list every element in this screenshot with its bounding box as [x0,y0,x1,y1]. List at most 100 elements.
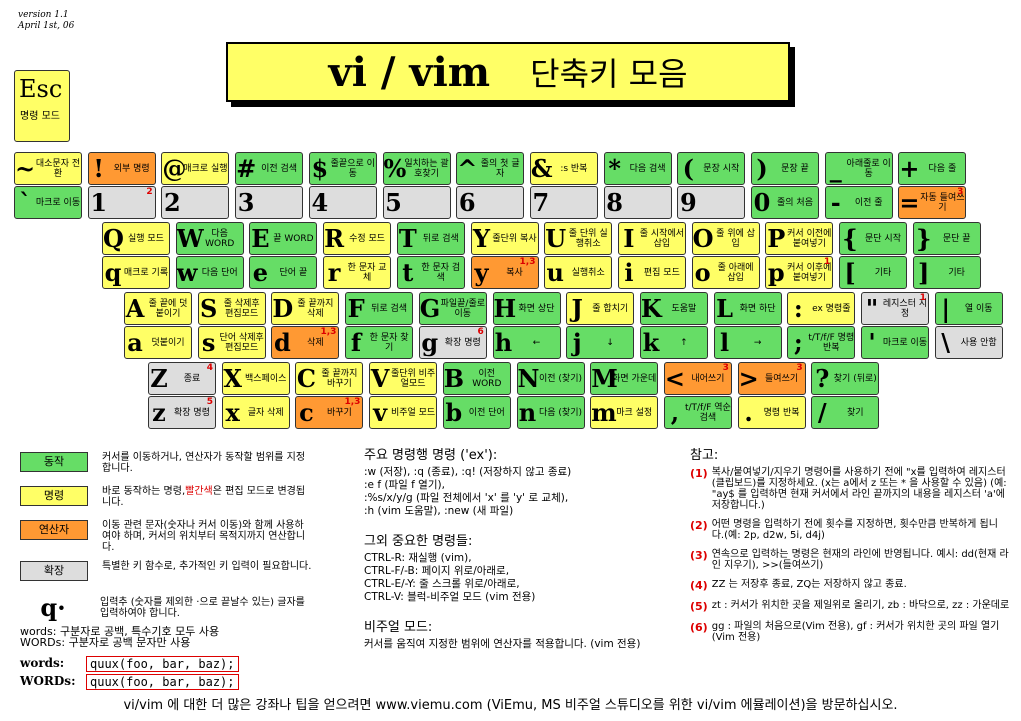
legend-text: 은 편집 모드로 변경됩니다. [102,486,306,508]
key-char: C [296,364,316,393]
key: @ 매크로 실행 2 [161,152,230,219]
key-label: t/T/f/F 명령 반복 [808,332,855,353]
key-char: ? [815,364,830,393]
example: WORDs: quux(foo, bar, baz); [20,674,350,690]
key-bottom: j ↓ [566,326,635,359]
key-bottom: q 매크로 기록 [102,256,170,289]
key-top: W 다음 WORD [175,222,244,255]
key: " 레지스터 지정 1 ' 마크로 이동 [861,292,929,359]
title: vi / vim [328,48,491,96]
key-char: p [767,258,785,287]
key-label: 화면 하단 [739,303,776,314]
key-bottom: w 다음 단어 [175,256,244,289]
key: ) 문장 끝 0 줄의 처음 [751,152,819,219]
key-label: 매크로 기록 [123,267,169,278]
key-top: | 열 이동 [934,292,1003,325]
key-char: g [421,328,439,357]
key-label: 확장 명령 [174,407,210,418]
key-label: 실행취소 [571,267,605,278]
section-title: 비주얼 모드: [364,620,433,635]
key-label: 편집 모드 [643,267,680,278]
key-char: F [347,294,365,323]
key-top: F 뒤로 검색 [345,292,414,325]
key-top: _ 아래줄로 이동 [824,152,893,185]
key-bottom: ] 기타 [912,256,981,289]
key-bottom: z 확장 명령 5 [148,396,216,429]
key-label: 바꾸기 [326,407,352,418]
key-bottom: v 비주얼 모드 [369,396,438,429]
note-number: (5) [690,600,708,613]
swatch: 명령 [20,486,88,506]
key-char: i [624,258,634,287]
key-bottom: x 글자 삭제 [221,396,290,429]
key-label: 마크로 이동 [35,197,81,208]
command-line: :h (vim 도움말), :new (새 파일) [364,505,514,517]
note: (2) 어떤 명령을 입력하기 전에 횟수를 지정하면, 횟수만큼 반복하게 됩니… [690,519,1010,541]
key-label: 명령 반복 [763,407,800,418]
key-label: 한 문자 검색 [421,262,461,283]
key: L 화면 하단 l → [713,292,782,359]
key-label: 이전 WORD [472,368,502,389]
key-bottom: k ↑ [639,326,708,359]
key-char: ( [682,154,694,183]
key: | 열 이동 \ 사용 안함 [934,292,1003,359]
key-char: 7 [532,188,550,217]
key-char: & [530,154,553,183]
key-char: ; [793,328,803,357]
note: (4) ZZ 는 저장후 종료, ZQ는 저장하지 않고 종료. [690,579,1010,592]
key-label: 마크로 이동 [882,337,928,348]
date: April 1st, 06 [18,21,75,31]
esc-key: Esc 명령 모드 [14,70,70,142]
key-label: 줄 끝까지 바꾸기 [321,368,358,389]
key-label: 문단 끝 [942,233,971,244]
key-char: Esc [19,75,63,103]
key-label: 문단 시작 [865,233,901,244]
key-char: ` [19,188,31,217]
key-bottom: , t/T/f/F 역순 검색 [663,396,732,429]
key-char: R [324,224,345,253]
key-char: V [370,364,390,393]
words-def: WORDs: 구분자로 공백 문자만 사용 [20,636,191,649]
key-bottom: g 확장 명령 6 [418,326,487,359]
note-text: gg : 파일의 처음으로(Vim 전용), gf : 커서가 위치한 곳의 파… [711,621,1000,643]
key-top: R 수정 모드 [323,222,392,255]
legend: 동작 커서를 이동하거나, 연산자가 동작할 범위를 지정합니다. 명령 바로 동작하… [20,452,350,692]
section-title: 그외 중요한 명령들: [364,534,473,549]
key-char: E [251,224,270,253]
key-label: 커서 이전에 붙여넣기 [787,228,832,249]
key-label: 기타 [874,267,892,278]
key-char: u [546,258,564,287]
key: Y 줄단위 복사 y 복사 1,3 [470,222,539,289]
key-char: 4 [311,188,329,217]
key: } 문단 끝] 기타 [912,222,981,289]
note: (1) 복사/붙여넣기/지우기 명령어를 사용하기 전에 "x를 입력하여 레지스… [690,467,1010,511]
key-char: S [200,294,218,323]
key-bottom: 7 [529,186,598,219]
key-char: a [127,328,143,357]
key: _ 아래줄로 이동 - 이전 줄 [824,152,893,219]
key: ? 찾기 (뒤로) / 찾기 [811,362,880,429]
key-char: 9 [679,188,697,217]
key-char: q [104,258,122,287]
key-char: - [830,188,841,217]
key-bottom: n 다음 (찾기) [516,396,585,429]
command-line: :w (저장), :q (종료), :q! (저장하지 않고 종료) [364,466,572,478]
key-label: :s 반복 [560,163,588,174]
key-top: * 다음 검색 [603,152,672,185]
note-text: 복사/붙여넣기/지우기 명령어를 사용하기 전에 "x를 입력하여 레지스터(클… [711,467,1007,511]
key-char: * [608,154,621,183]
key-label: 찾기 [847,407,864,418]
key-bottom: . 명령 반복 [737,396,806,429]
key-label: 한 문자 찾기 [369,332,409,353]
key-label: t/T/f/F 역순 검색 [684,402,731,423]
key: B 이전 WORD b 이전 단어 [442,362,511,429]
key-label: 파일끝/줄로 이동 [440,298,486,319]
key-char: ! [93,154,104,183]
key-bottom: = 자동 들여쓰기 3 [898,186,967,219]
key-bottom: 0 줄의 처음 [751,186,819,219]
key-top: % 일치하는 괄호찾기 [382,152,451,185]
key-label: → [753,337,762,348]
key-label: 삭제 [307,337,324,348]
